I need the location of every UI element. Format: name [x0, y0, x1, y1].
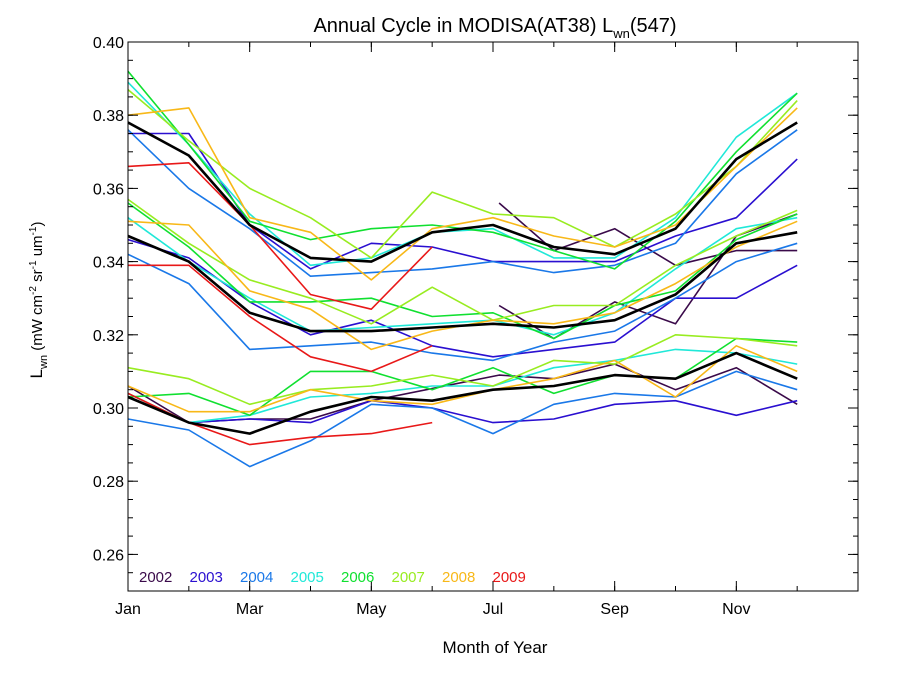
series-2007: [127, 88, 798, 406]
legend-entry-2005: 2005: [291, 569, 324, 586]
series-line-2007-0: [127, 88, 798, 259]
legend-entry-2004: 2004: [240, 569, 273, 586]
plot-frame: [127, 41, 859, 592]
series-line-2005-2: [127, 348, 798, 424]
x-tick-label: Mar: [236, 601, 264, 618]
series-line-mean-0: [127, 121, 798, 263]
legend-entry-2002: 2002: [139, 569, 172, 586]
series-line-2003-1: [127, 238, 798, 358]
legend: 2002 2003 2004 2005 2006 2007 2008 2009: [139, 569, 526, 586]
series-line-2009-0: [127, 162, 433, 310]
x-tick-label: Jul: [483, 601, 503, 618]
y-tick-label: 0.34: [93, 255, 124, 272]
y-tick-label: 0.26: [93, 547, 124, 564]
chart-title: Annual Cycle in MODISA(AT38) Lwn(547): [313, 15, 676, 41]
series-line-2008-2: [127, 345, 798, 413]
axes: Jan Mar May Jul Sep Nov 0.26 0.28 0.30 0.32 0.34 0.…: [93, 35, 859, 618]
x-tick-label: Jan: [115, 601, 141, 618]
series-line-2005-0: [127, 81, 798, 267]
series-2006: [127, 70, 798, 417]
x-tick-label: May: [356, 601, 386, 618]
series-line-2007-1: [127, 198, 798, 325]
legend-entry-2008: 2008: [442, 569, 475, 586]
legend-entry-2006: 2006: [341, 569, 374, 586]
x-tick-label: Sep: [600, 601, 629, 618]
series-line-2006-0: [127, 70, 798, 270]
series-line-2004-2: [127, 370, 798, 468]
y-tick-label: 0.30: [93, 401, 124, 418]
series-line-mean-2: [127, 351, 798, 435]
series-line-2003-2: [127, 396, 798, 424]
y-tick-label: 0.28: [93, 474, 124, 491]
y-tick-label: 0.36: [93, 181, 124, 198]
y-axis-title: Lwn (mW cm-2 sr-1 um-1): [27, 222, 50, 379]
series-2002: [127, 202, 798, 424]
x-axis-title: Month of Year: [443, 638, 548, 657]
plot-area: [127, 70, 798, 468]
y-tick-label: 0.32: [93, 328, 124, 345]
y-tick-label: 0.40: [93, 35, 124, 52]
series-mean: [127, 121, 798, 435]
series-2004: [127, 129, 798, 468]
legend-entry-2007: 2007: [392, 569, 425, 586]
series-line-2004-1: [127, 242, 798, 362]
series-line-2007-2: [127, 334, 798, 406]
series-line-2002-2: [127, 363, 798, 424]
legend-entry-2009: 2009: [493, 569, 526, 586]
series-2005: [127, 81, 798, 424]
series-line-mean-1: [127, 231, 798, 333]
series-line-2006-1: [127, 202, 798, 340]
series-line-2009-1: [128, 264, 433, 373]
legend-entry-2003: 2003: [190, 569, 223, 586]
x-tick-label: Nov: [722, 601, 750, 618]
y-tick-label: 0.38: [93, 108, 124, 125]
series-line-2004-0: [127, 129, 798, 277]
